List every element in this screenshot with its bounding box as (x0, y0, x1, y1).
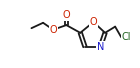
Text: Cl: Cl (121, 32, 131, 42)
Text: O: O (90, 17, 97, 27)
Text: N: N (97, 42, 104, 52)
Text: O: O (49, 25, 57, 35)
Text: O: O (63, 10, 70, 20)
